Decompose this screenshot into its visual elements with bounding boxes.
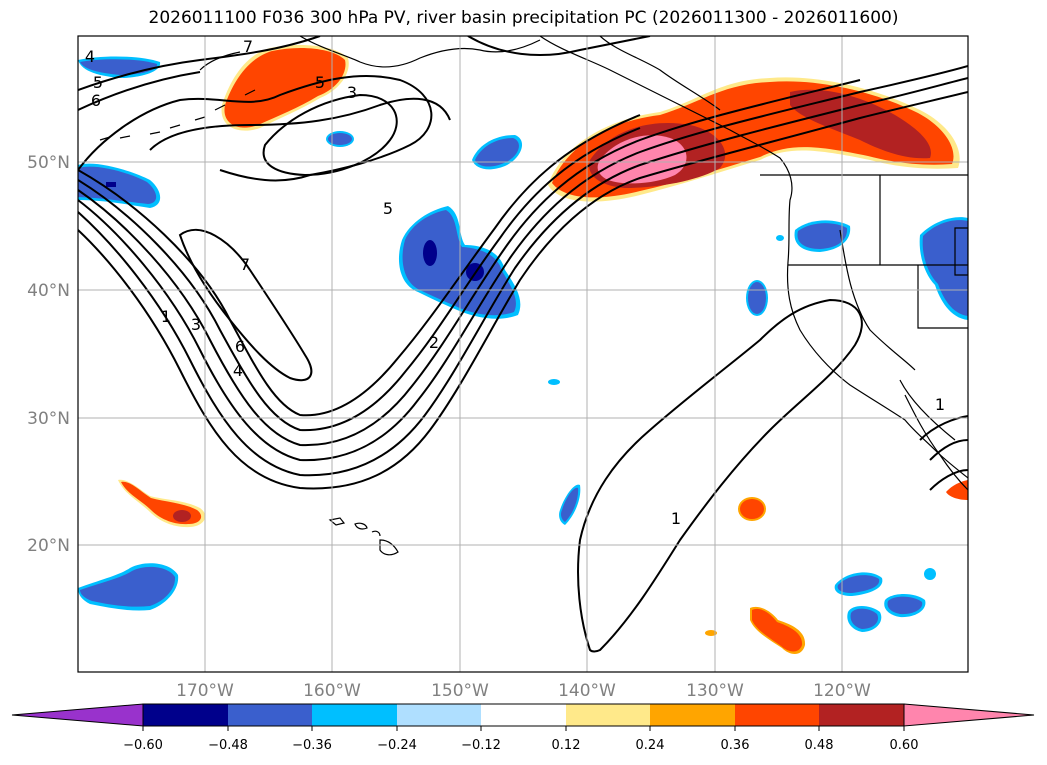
- colorbar-tick-label: 0.12: [552, 738, 581, 753]
- lon-label-130w: 130°W: [686, 681, 744, 701]
- lon-labels: 170°W 160°W 150°W 140°W 130°W 120°W: [176, 681, 871, 701]
- colorbar-tick-label: 0.36: [721, 738, 750, 753]
- colorbar-segment: [735, 704, 819, 726]
- lat-label-50n: 50°N: [27, 153, 70, 173]
- colorbar-segment: [312, 704, 397, 726]
- map-title: 2026011100 F036 300 hPa PV, river basin …: [148, 8, 899, 28]
- lat-label-20n: 20°N: [27, 536, 70, 556]
- colorbar-segment: [228, 704, 312, 726]
- lon-label-150w: 150°W: [431, 681, 489, 701]
- lat-label-40n: 40°N: [27, 281, 70, 301]
- colorbar-tick-label: −0.12: [461, 738, 501, 753]
- colorbar-tick-label: −0.36: [292, 738, 332, 753]
- lon-label-160w: 160°W: [303, 681, 361, 701]
- contour-label: 6: [91, 91, 101, 110]
- coastlines: [99, 36, 968, 556]
- contour-label: 3: [347, 83, 357, 102]
- contour-label: 1: [935, 395, 945, 414]
- colorbar-segment: [650, 704, 735, 726]
- lat-labels: 50°N 40°N 30°N 20°N: [27, 153, 70, 556]
- colorbar-segment: [566, 704, 650, 726]
- colorbar-segment: [819, 704, 904, 726]
- contour-label: 2: [429, 333, 439, 352]
- contour-label: 7: [243, 37, 253, 56]
- colorbar-tick-label: −0.60: [123, 738, 163, 753]
- contour-labels: 4 5 6 7 5 3 7 5 1 3 6 4 2 1 1: [85, 37, 945, 528]
- gridlines: [78, 36, 968, 672]
- colorbar-segment: [143, 704, 228, 726]
- contour-label: 4: [85, 47, 95, 66]
- precip-positive-shading: [118, 45, 968, 655]
- contour-label: 6: [235, 337, 245, 356]
- contour-label: 5: [93, 73, 103, 92]
- colorbar-segment: [481, 704, 566, 726]
- colorbar-tick-label: 0.48: [805, 738, 834, 753]
- lon-label-170w: 170°W: [176, 681, 234, 701]
- lat-label-30n: 30°N: [27, 409, 70, 429]
- contour-label: 4: [233, 361, 243, 380]
- colorbar-tick-label: 0.60: [890, 738, 919, 753]
- colorbar-tick-label: −0.48: [208, 738, 248, 753]
- lon-label-120w: 120°W: [813, 681, 871, 701]
- colorbar-max-extend: [903, 703, 1035, 727]
- contour-label: 1: [161, 307, 171, 326]
- lon-label-140w: 140°W: [558, 681, 616, 701]
- contour-label: 5: [383, 199, 393, 218]
- colorbar-tick-label: 0.24: [636, 738, 665, 753]
- contour-label: 3: [191, 315, 201, 334]
- contour-label: 7: [240, 255, 250, 274]
- contour-label: 1: [671, 509, 681, 528]
- contour-label: 5: [315, 73, 325, 92]
- colorbar: −0.60 −0.48 −0.36 −0.24 −0.12 0.12 0.24 …: [11, 703, 1035, 753]
- map-frame: [77, 35, 969, 673]
- colorbar-min-extend: [11, 703, 144, 727]
- colorbar-tick-label: −0.24: [377, 738, 417, 753]
- colorbar-segment: [397, 704, 481, 726]
